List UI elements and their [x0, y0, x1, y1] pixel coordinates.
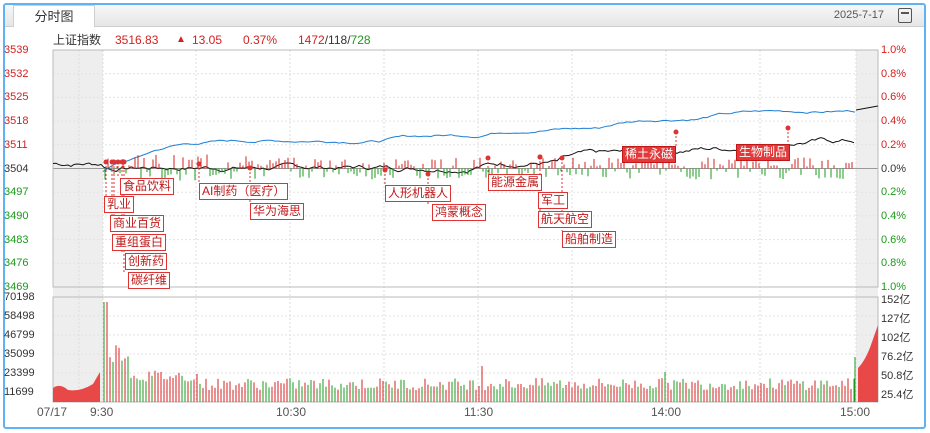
up-arrow-icon: ▲ — [176, 34, 186, 45]
price-line-tail — [855, 105, 879, 111]
price-tick-label: 3504 — [4, 162, 29, 175]
price-tick-label: 3518 — [4, 115, 29, 128]
sector-tag[interactable]: 乳业 — [104, 196, 135, 213]
market-breadth: 1472/118/728 — [298, 33, 371, 47]
sector-tag[interactable]: 稀土永磁 — [622, 146, 677, 163]
index-name: 上证指数 — [53, 33, 102, 47]
sector-tag[interactable]: 军工 — [538, 192, 569, 209]
tag-marker-dot — [673, 129, 679, 135]
time-tick-label: 14:00 — [651, 405, 682, 419]
amount-tick-label: 152亿 — [881, 294, 911, 306]
volume-tick-label: 58498 — [4, 310, 35, 322]
tag-marker-dot — [485, 155, 491, 161]
price-tick-label: 3476 — [4, 257, 29, 270]
volume-tick-label: 35099 — [4, 348, 35, 360]
amount-tick-label: 102亿 — [881, 332, 911, 344]
time-tick-label: 10:30 — [276, 405, 307, 419]
post-market-volume-area — [858, 325, 878, 402]
sector-tag[interactable]: 船舶制造 — [562, 231, 617, 248]
time-tick-label: 15:00 — [840, 405, 871, 419]
sector-tag[interactable]: 商业百货 — [110, 215, 165, 232]
percent-tick-label: 0.4% — [881, 209, 907, 222]
sector-tag[interactable]: 能源金属 — [488, 174, 543, 191]
tag-marker-dot — [785, 125, 791, 131]
percent-tick-label: 0.6% — [881, 91, 907, 104]
price-line — [52, 137, 855, 174]
breadth-up: 1472 — [298, 33, 325, 47]
title-bar: 分时图 2025-7-17 — [5, 5, 924, 27]
time-tick-label: 11:30 — [464, 405, 494, 419]
pre-market-area — [53, 50, 103, 402]
percent-tick-label: 0.2% — [881, 138, 907, 151]
time-tick-label: 07/17 — [37, 405, 68, 419]
current-price: 3516.83 — [115, 33, 159, 47]
tag-marker-dot — [559, 155, 565, 161]
sector-tag[interactable]: 碳纤维 — [128, 272, 171, 289]
time-tick-label: 9:30 — [90, 405, 114, 419]
price-change: 13.05 — [192, 33, 223, 47]
tag-marker-dot — [382, 167, 388, 173]
post-market-area — [856, 50, 878, 402]
volume-panel-border — [52, 296, 879, 403]
amount-tick-label: 76.2亿 — [881, 351, 914, 363]
sector-tag[interactable]: 生物制品 — [736, 144, 791, 161]
breadth-down: 728 — [350, 33, 371, 47]
top-date: 2025-7-17 — [833, 9, 884, 21]
breadth-flat: 118 — [328, 33, 348, 47]
price-panel-border — [52, 49, 879, 288]
amount-tick-label: 25.4亿 — [881, 389, 914, 401]
sector-tag[interactable]: AI制药（医疗） — [199, 183, 289, 200]
sector-tag[interactable]: 华为海思 — [250, 203, 305, 220]
price-tick-label: 3532 — [4, 67, 29, 80]
tag-marker-dot — [425, 171, 431, 177]
tab-intraday[interactable]: 分时图 — [13, 5, 95, 27]
volume-tick-label: 23399 — [4, 367, 35, 379]
volume-tick-label: 70198 — [4, 291, 35, 303]
sector-tag[interactable]: 鸿蒙概念 — [432, 204, 487, 221]
tag-marker-dot — [111, 159, 117, 165]
tag-marker-dot — [103, 159, 109, 165]
sector-tag[interactable]: 重组蛋白 — [112, 234, 167, 251]
price-tick-label: 3511 — [4, 138, 28, 151]
sector-tag[interactable]: 人形机器人 — [385, 185, 452, 202]
price-tick-label: 3539 — [4, 44, 29, 56]
percent-tick-label: 0.0% — [881, 162, 907, 175]
volume-tick-label: 11699 — [4, 386, 34, 398]
sector-tag[interactable]: 创新药 — [125, 253, 168, 270]
price-tick-label: 3497 — [4, 186, 29, 199]
average-line — [102, 109, 856, 173]
price-tick-label: 3490 — [4, 209, 29, 222]
percent-tick-label: 0.8% — [881, 67, 907, 80]
percent-tick-label: 0.2% — [881, 186, 907, 199]
sector-tag[interactable]: 食品饮料 — [120, 178, 175, 195]
percent-tick-label: 0.8% — [881, 257, 907, 270]
pre-market-volume-area — [53, 372, 100, 402]
amount-tick-label: 127亿 — [881, 313, 911, 325]
price-tick-label: 3483 — [4, 233, 29, 246]
price-tick-label: 3469 — [4, 281, 29, 293]
price-tick-label: 3525 — [4, 91, 29, 104]
tag-marker-dot — [121, 159, 127, 165]
calendar-icon[interactable] — [898, 8, 912, 23]
volume-tick-label: 46799 — [4, 329, 35, 341]
info-bar: 上证指数 3516.83 ▲ 13.05 0.37% 1472/118/728 — [5, 29, 924, 51]
percent-tick-label: 1.0% — [881, 44, 907, 56]
percent-tick-label: 1.0% — [881, 281, 907, 293]
tag-marker-dot — [115, 159, 121, 165]
percent-change: 0.37% — [243, 33, 278, 47]
amount-tick-label: 50.8亿 — [881, 370, 914, 382]
tag-marker-dot — [247, 165, 253, 171]
percent-tick-label: 0.4% — [881, 115, 907, 128]
percent-tick-label: 0.6% — [881, 233, 907, 246]
tag-marker-dot — [537, 154, 543, 160]
tag-marker-dot — [196, 161, 202, 167]
sector-tag[interactable]: 航天航空 — [538, 211, 593, 228]
